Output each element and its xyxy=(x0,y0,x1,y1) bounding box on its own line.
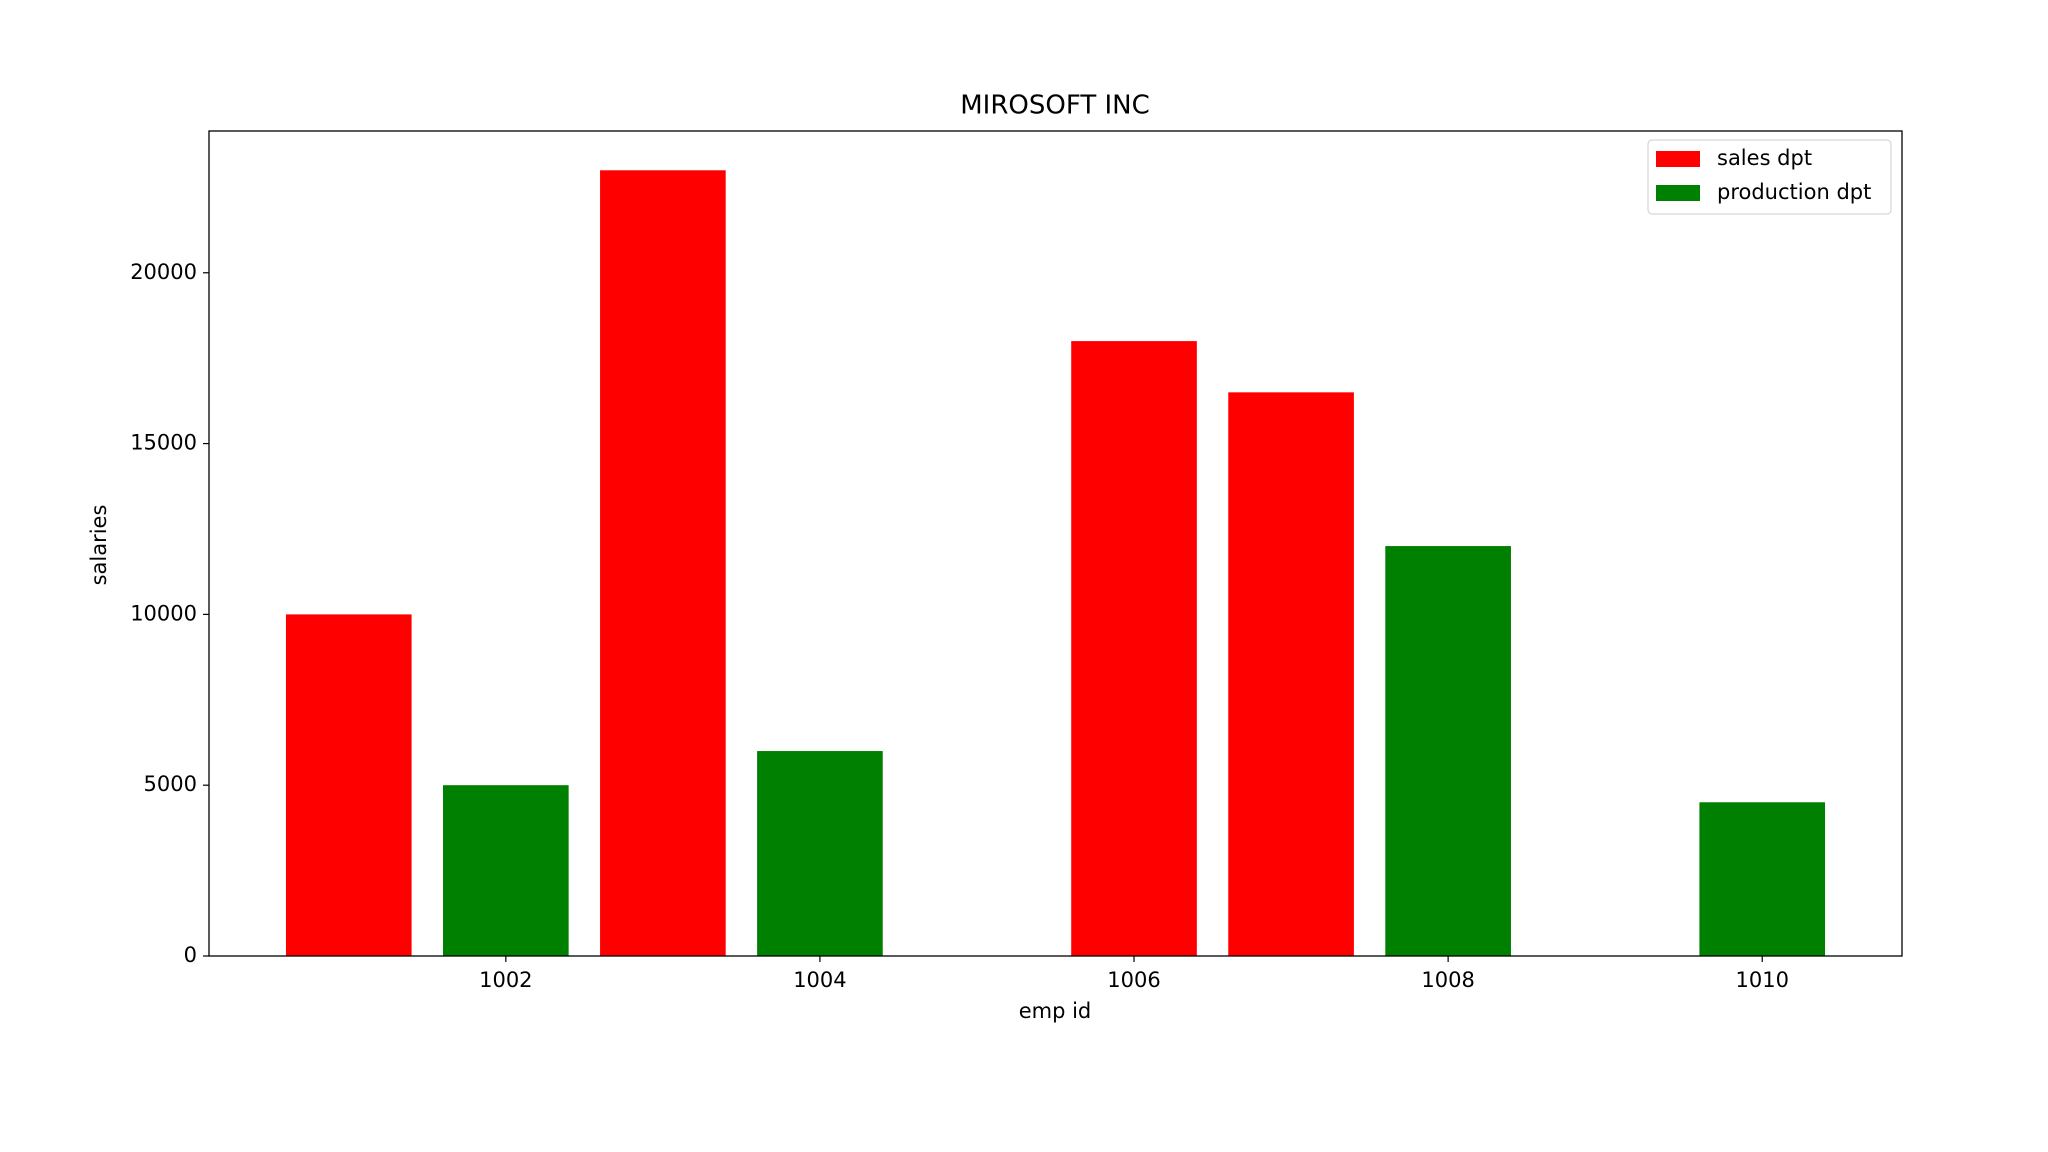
bar xyxy=(1228,392,1354,956)
x-tick-label: 1010 xyxy=(1735,968,1788,992)
y-tick-label: 10000 xyxy=(130,601,197,625)
bar xyxy=(1699,802,1826,956)
legend-label: sales dpt xyxy=(1717,146,1812,170)
plot-frame xyxy=(208,130,1903,957)
legend-box xyxy=(1647,139,1892,215)
bar xyxy=(285,614,412,956)
legend-label: production dpt xyxy=(1717,180,1871,204)
chart-title: MIROSOFT INC xyxy=(960,91,1150,121)
legend-swatch xyxy=(1656,151,1700,167)
bar xyxy=(757,751,883,956)
y-tick-label: 15000 xyxy=(130,431,197,455)
x-tick-label: 1008 xyxy=(1421,968,1474,992)
x-tick-label: 1004 xyxy=(793,968,846,992)
bar xyxy=(600,170,726,957)
y-tick-label: 5000 xyxy=(144,772,197,796)
y-axis-label: salaries xyxy=(87,505,111,586)
x-axis-label: emp id xyxy=(1019,999,1092,1023)
bar xyxy=(443,785,569,956)
bar xyxy=(1385,546,1511,956)
y-tick-label: 0 xyxy=(184,943,197,967)
legend-swatch xyxy=(1656,185,1700,201)
x-tick-label: 1002 xyxy=(479,968,532,992)
bar xyxy=(1071,341,1197,957)
x-tick-label: 1006 xyxy=(1107,968,1160,992)
y-tick-label: 20000 xyxy=(130,260,197,284)
